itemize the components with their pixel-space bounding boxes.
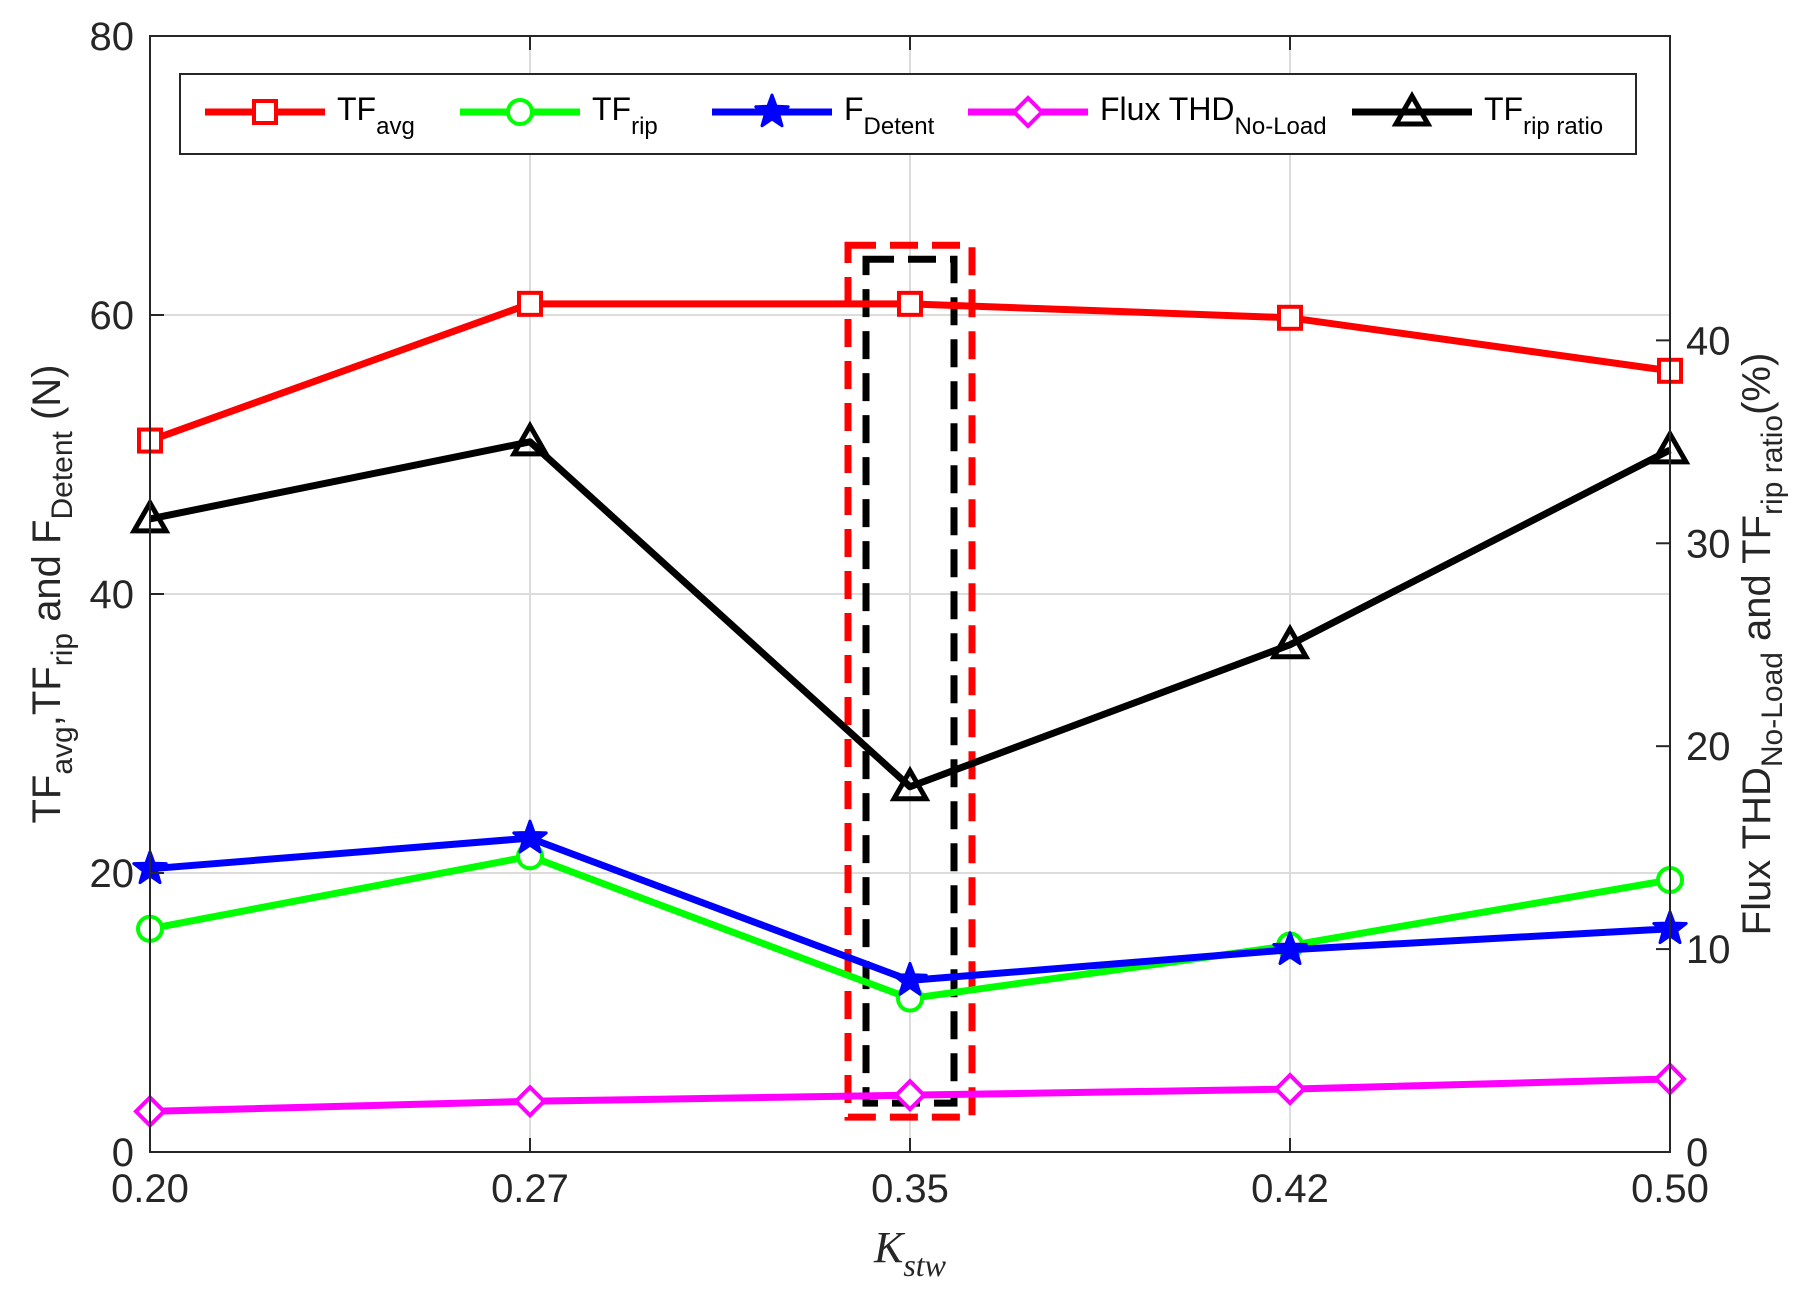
left-tick-label: 0 — [112, 1131, 134, 1175]
data-point — [512, 819, 548, 854]
legend-label: TFrip — [592, 91, 658, 140]
data-point — [889, 765, 931, 802]
legend-entry: Flux THDNo-Load — [968, 91, 1327, 140]
series-group — [129, 290, 1691, 1129]
data-point — [1277, 304, 1303, 331]
data-point — [892, 961, 928, 996]
right-tick-label: 30 — [1686, 522, 1731, 566]
right-tick-label: 40 — [1686, 319, 1731, 363]
x-tick-label: 0.35 — [871, 1167, 949, 1211]
legend-entry: FDetent — [712, 91, 935, 140]
left-axis-label: TFavg,TFrip and FDetent (N) — [25, 364, 79, 823]
series-flux-thd-no-load — [133, 1062, 1687, 1129]
x-tick-label: 0.42 — [1251, 1167, 1329, 1211]
legend-label: TFavg — [337, 91, 415, 140]
legend-marker — [1391, 90, 1433, 127]
right-axis-label: Flux THDNo-Load and TFrip ratio(%) — [1735, 353, 1789, 936]
legend-label: TFrip ratio — [1484, 91, 1603, 140]
legend-marker — [1011, 95, 1045, 129]
left-tick-label: 80 — [90, 15, 135, 59]
right-tick-label: 20 — [1686, 725, 1731, 769]
left-tick-label: 20 — [90, 852, 135, 896]
data-point — [1273, 1072, 1307, 1106]
left-tick-label: 40 — [90, 573, 135, 617]
legend-marker — [754, 93, 790, 128]
legend-marker — [506, 98, 534, 126]
x-tick-label: 0.27 — [491, 1167, 569, 1211]
legend-entry: TFrip — [460, 91, 658, 140]
data-point — [517, 290, 543, 317]
legend-label: FDetent — [844, 91, 935, 140]
legend-entry: TFrip ratio — [1352, 90, 1603, 140]
highlight-box-red — [844, 241, 976, 1121]
data-point — [1269, 623, 1311, 660]
legend-entry: TFavg — [205, 91, 415, 140]
legend-label: Flux THDNo-Load — [1100, 91, 1327, 140]
data-point — [897, 290, 923, 317]
right-tick-label: 10 — [1686, 928, 1731, 972]
x-axis-label: Kstw — [873, 1223, 947, 1283]
data-point — [1272, 931, 1308, 965]
left-tick-label: 60 — [90, 294, 135, 338]
x-tick-label: 0.20 — [111, 1167, 189, 1211]
data-point — [513, 1084, 547, 1119]
legend: TFavg TFrip FDetent Flux THDNo-Load TFrip ra… — [179, 73, 1637, 155]
legend-marker — [252, 99, 278, 125]
right-tick-label: 0 — [1686, 1131, 1708, 1175]
data-point — [893, 1078, 927, 1113]
axes: 0.20 0.27 0.35 0.42 0.50020406080010203040TF… — [25, 15, 1789, 1283]
x-tick-label: 0.50 — [1631, 1167, 1709, 1211]
data-point — [509, 420, 551, 457]
series-line — [149, 438, 1672, 791]
